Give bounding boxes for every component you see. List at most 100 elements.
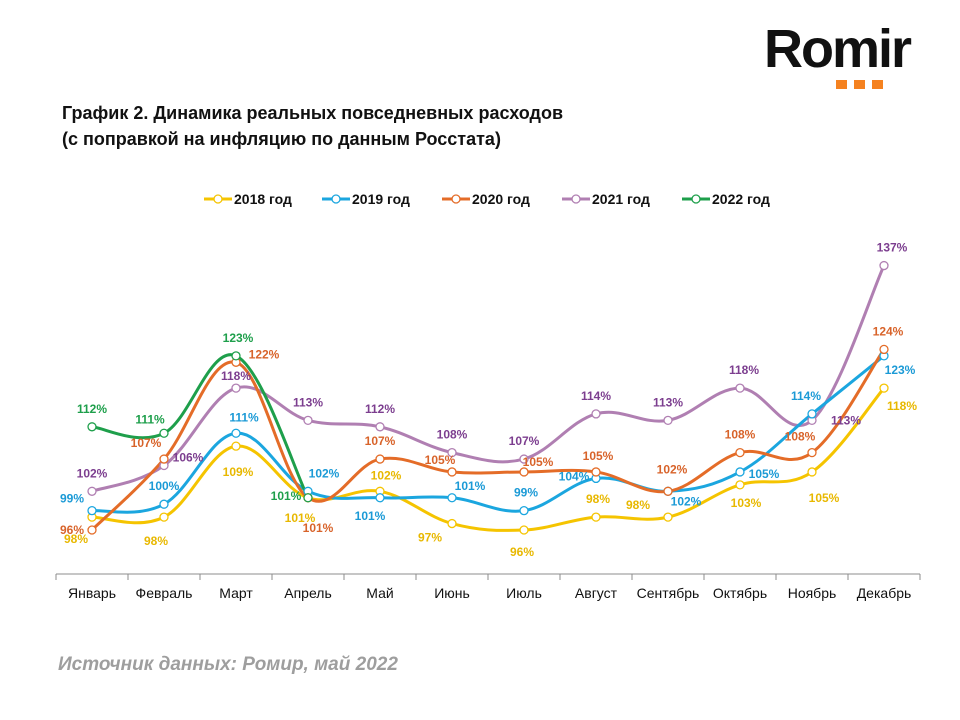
x-tick-label: Июль <box>506 585 542 601</box>
legend-label: 2019 год <box>352 191 410 207</box>
x-tick-label: Апрель <box>284 585 332 601</box>
x-tick-label: Сентябрь <box>637 585 700 601</box>
data-label: 101% <box>285 511 316 525</box>
data-label: 99% <box>60 492 84 506</box>
legend-label: 2021 год <box>592 191 650 207</box>
data-point <box>879 383 889 393</box>
data-label: 101% <box>455 479 486 493</box>
data-point <box>735 467 745 477</box>
logo-dot <box>854 80 865 89</box>
data-point <box>807 409 817 419</box>
data-label: 107% <box>365 434 396 448</box>
x-tick-label: Февраль <box>136 585 193 601</box>
data-point <box>447 518 457 529</box>
data-point <box>447 467 457 477</box>
data-point <box>591 467 601 477</box>
data-point <box>519 505 529 516</box>
data-point <box>735 480 745 490</box>
logo-text: Romir <box>764 19 912 79</box>
data-label: 104% <box>559 469 590 483</box>
x-tick-label: Декабрь <box>857 585 912 601</box>
data-label: 102% <box>309 466 340 480</box>
data-label: 102% <box>657 462 688 476</box>
data-point <box>879 344 889 355</box>
data-point <box>159 499 169 509</box>
legend-label: 2020 год <box>472 191 530 207</box>
data-point <box>231 428 241 438</box>
x-tick-label: Октябрь <box>713 585 767 601</box>
data-label: 98% <box>144 534 168 548</box>
x-tick-label: Июнь <box>434 585 470 601</box>
data-label: 105% <box>523 455 554 469</box>
x-tick-label: Май <box>366 585 393 601</box>
data-point <box>735 383 745 393</box>
data-point <box>447 447 457 458</box>
data-label: 105% <box>809 491 840 505</box>
data-label: 114% <box>791 389 821 403</box>
data-point <box>375 422 385 432</box>
legend-marker <box>691 194 701 204</box>
data-point <box>231 351 241 361</box>
data-label: 113% <box>831 413 861 427</box>
legend-label: 2022 год <box>712 191 770 207</box>
x-tick-label: Март <box>219 585 253 601</box>
data-point <box>87 505 97 516</box>
legend-marker <box>571 194 581 204</box>
data-label: 105% <box>749 467 780 481</box>
data-label: 103% <box>731 496 762 510</box>
logo-dots <box>836 80 883 89</box>
data-label: 102% <box>671 494 702 508</box>
data-label: 106% <box>173 451 204 465</box>
series-line-2020 <box>90 347 886 532</box>
legend-marker <box>451 194 461 204</box>
data-point <box>231 441 241 451</box>
data-label: 98% <box>626 498 650 512</box>
legend-label: 2018 год <box>234 191 292 207</box>
data-point <box>159 512 169 522</box>
data-point <box>303 415 313 426</box>
data-label: 105% <box>583 449 614 463</box>
data-label: 124% <box>873 324 904 338</box>
data-label: 108% <box>725 428 756 442</box>
data-point <box>807 447 817 458</box>
data-label: 107% <box>509 434 540 448</box>
chart-title-line2: (с поправкой на инфляцию по данным Росст… <box>62 129 501 149</box>
data-point <box>663 486 673 496</box>
data-label: 123% <box>885 363 916 377</box>
data-label: 98% <box>64 532 88 546</box>
data-label: 137% <box>877 241 908 255</box>
data-label: 122% <box>249 347 280 361</box>
data-label: 113% <box>653 395 683 409</box>
data-point <box>375 454 385 464</box>
data-label: 100% <box>149 479 180 493</box>
data-point <box>879 260 889 271</box>
data-label: 101% <box>271 489 302 503</box>
legend-marker <box>213 194 223 204</box>
data-point <box>807 467 817 477</box>
data-label: 97% <box>418 531 442 545</box>
logo-dot <box>872 80 883 89</box>
data-label: 108% <box>785 430 816 444</box>
data-label: 102% <box>77 466 108 480</box>
logo-dot <box>836 80 847 89</box>
data-label: 108% <box>437 428 468 442</box>
data-label: 101% <box>303 521 334 535</box>
legend-marker <box>331 194 341 204</box>
data-label: 99% <box>514 486 538 500</box>
data-point <box>663 512 673 522</box>
data-label: 111% <box>135 412 165 426</box>
source-note: Источник данных: Ромир, май 2022 <box>58 654 398 675</box>
data-point <box>735 447 745 458</box>
data-label: 118% <box>221 369 251 383</box>
data-point <box>519 525 529 535</box>
data-point <box>87 525 97 535</box>
data-label: 118% <box>729 363 759 377</box>
legend: 2018 год 2019 год 2020 год 2021 год 2022 год <box>204 191 770 207</box>
x-tick-label: Август <box>575 585 618 601</box>
data-point <box>87 486 97 496</box>
series-line-2019 <box>90 354 886 514</box>
data-label: 118% <box>887 399 917 413</box>
series-line-2022 <box>90 353 310 500</box>
data-label: 98% <box>586 492 610 506</box>
series-line-2018 <box>90 386 886 532</box>
